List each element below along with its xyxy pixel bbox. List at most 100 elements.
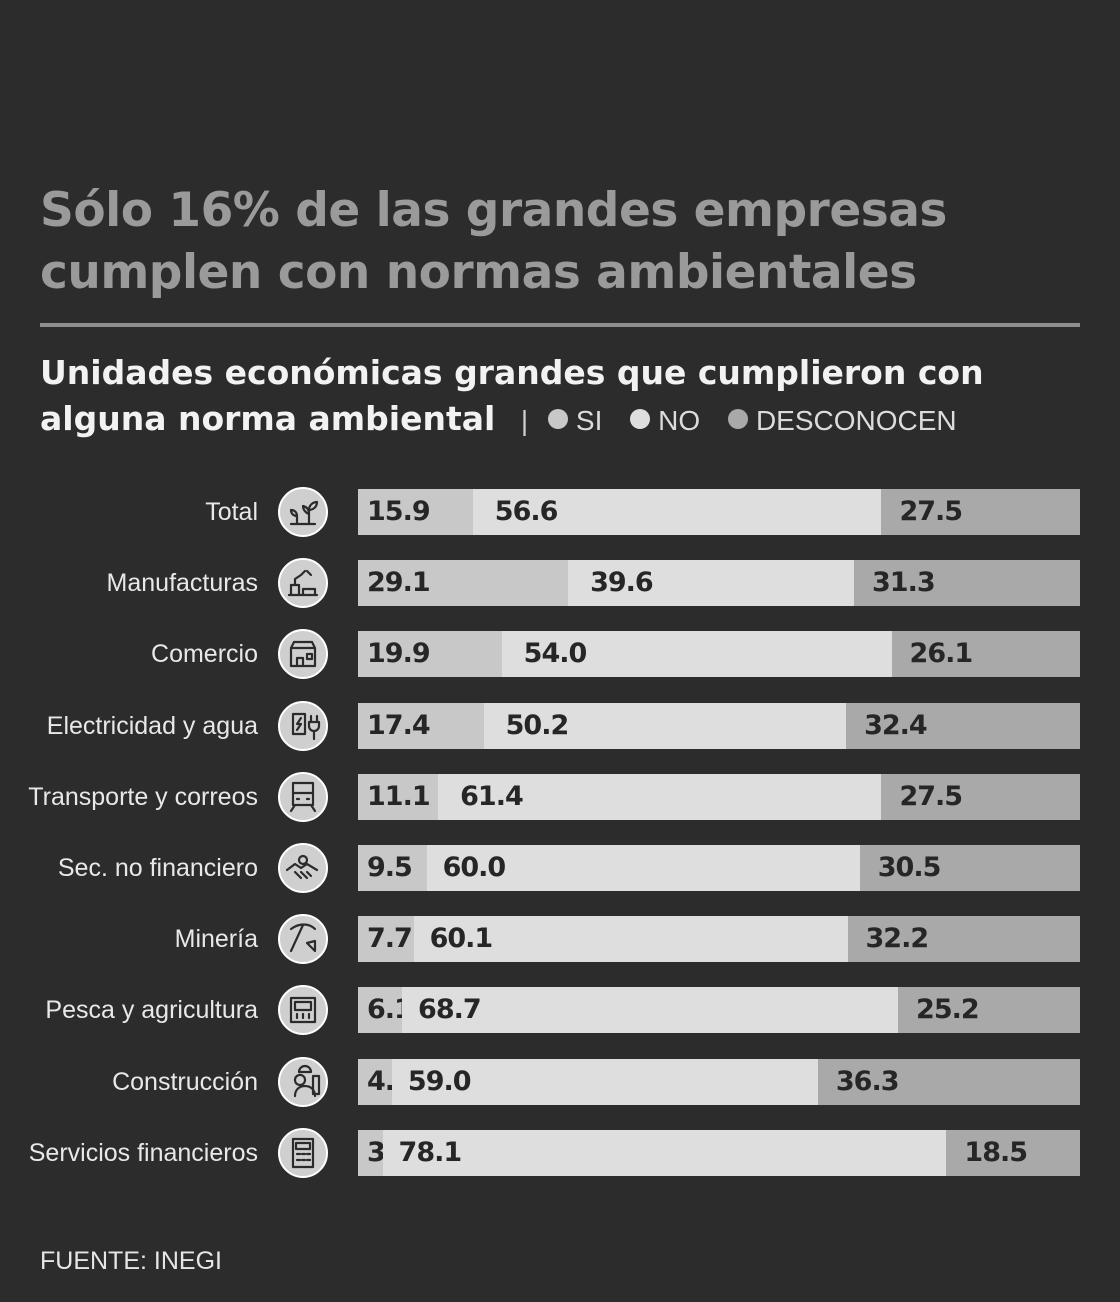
legend-dot-si: [547, 409, 568, 429]
legend-label-no: NO: [658, 405, 701, 436]
data-label-si: 7.7: [367, 923, 413, 955]
category-label: Comercio: [151, 640, 258, 669]
data-label-no: 56.6: [494, 496, 559, 527]
title-divider: [40, 323, 1080, 327]
data-label-desconocen: 32.2: [865, 923, 930, 955]
bar-segment-desconocen: 27.5: [881, 489, 1080, 535]
bar-row: Comercio 19.9 54.0 26.1: [0, 628, 1120, 680]
bar-row: Sec. no financiero 9.5 60.0 30.5: [0, 842, 1120, 894]
bar-segment-no: 50.2: [483, 702, 847, 749]
data-label-no: 59.0: [407, 1065, 472, 1097]
data-label-desconocen: 31.3: [872, 567, 936, 599]
stacked-bar: 19.9 54.0 26.1: [358, 631, 1080, 678]
bar-segment-si: 17.4: [358, 702, 484, 749]
data-label-desconocen: 27.5: [899, 780, 963, 812]
data-label-desconocen: 30.5: [877, 852, 942, 883]
legend-dot-no: [630, 409, 651, 429]
bar-segment-desconocen: 36.3: [817, 1058, 1080, 1105]
bar-segment-no: 39.6: [568, 560, 854, 607]
bar-segment-desconocen: 26.1: [891, 631, 1080, 678]
bar-segment-si: 3.4: [358, 1129, 413, 1176]
bar-row: Total 15.9 56.6 27.5: [0, 486, 1120, 538]
data-label-no: 60.0: [442, 852, 507, 883]
stacked-bar: 11.1 61.4 27.5: [358, 773, 1080, 820]
bar-segment-si: 7.7: [358, 916, 414, 963]
electric-plug-icon: [277, 700, 329, 752]
legend-label-si: SI: [575, 405, 603, 436]
finance-calculator-icon: [277, 1127, 329, 1179]
data-label-desconocen: 25.2: [916, 994, 980, 1026]
legend-label-desconocen: DESCONOCEN: [755, 405, 957, 436]
bar-segment-si: 6.1: [358, 987, 413, 1034]
bar-segment-si: 19.9: [358, 631, 502, 678]
category-label: Servicios financieros: [28, 1138, 258, 1167]
legend-item-no: NO: [630, 405, 700, 436]
stacked-bar: 4.7 59.0 36.3: [358, 1058, 1080, 1105]
bar-segment-si: 11.1: [358, 773, 439, 820]
data-label-desconocen: 36.3: [835, 1065, 900, 1097]
bar-segment-no: 60.1: [413, 916, 848, 963]
train-icon: [277, 771, 329, 823]
bar-row: Manufacturas 29.1 39.6 31.3: [0, 557, 1120, 609]
data-label-si: 29.1: [367, 567, 431, 599]
data-label-no: 50.2: [505, 709, 570, 741]
data-label-desconocen: 26.1: [909, 638, 974, 670]
subtitle-text: Unidades económicas grandes que cumplier…: [40, 353, 984, 438]
chart-title: Sólo 16% de las grandes empresas cumplen…: [40, 183, 947, 300]
data-label-no: 54.0: [523, 638, 588, 670]
bar-segment-desconocen: 32.4: [846, 702, 1080, 749]
data-label-no: 60.1: [429, 923, 494, 955]
category-label: Minería: [174, 925, 258, 954]
bar-row: Pesca y agricultura 6.1 68.7 25.2: [0, 984, 1120, 1036]
category-label: Manufacturas: [106, 569, 258, 598]
bar-segment-si: 9.5: [358, 845, 427, 891]
pickaxe-icon: [277, 913, 329, 965]
tractor-icon: [277, 984, 329, 1036]
data-label-si: 15.9: [367, 496, 431, 527]
bar-segment-si: 4.7: [358, 1058, 413, 1105]
bar-segment-desconocen: 25.2: [898, 987, 1080, 1034]
bar-segment-desconocen: 31.3: [854, 560, 1080, 607]
stacked-bar: 6.1 68.7 25.2: [358, 987, 1080, 1034]
stacked-bar: 17.4 50.2 32.4: [358, 702, 1080, 749]
data-label-desconocen: 18.5: [964, 1136, 1028, 1168]
bar-segment-desconocen: 18.5: [946, 1129, 1080, 1176]
bar-row: Minería 7.7 60.1 32.2: [0, 913, 1120, 965]
bar-row: Construcción 4.7 59.0 36.3: [0, 1056, 1120, 1108]
bar-segment-no: 60.0: [426, 845, 860, 891]
legend: | SI NO DESCONOCEN: [507, 405, 977, 436]
bar-row: Transporte y correos 11.1 61.4 27.5: [0, 771, 1120, 823]
data-label-no: 78.1: [398, 1136, 463, 1168]
category-label: Electricidad y agua: [46, 711, 258, 740]
store-icon: [277, 628, 329, 680]
plant-growth-icon: [277, 486, 329, 538]
chart-subtitle: Unidades económicas grandes que cumplier…: [40, 350, 1100, 444]
source-note: FUENTE: INEGI: [40, 1247, 222, 1275]
stacked-bar: 29.1 39.6 31.3: [358, 560, 1080, 607]
legend-item-desconocen: DESCONOCEN: [727, 405, 957, 436]
bar-segment-no: 61.4: [438, 773, 882, 820]
stacked-bar: 3.478.1 18.5: [358, 1129, 1080, 1176]
bar-row: Servicios financieros 3.478.1 18.5: [0, 1127, 1120, 1179]
bar-segment-no: 78.1: [382, 1129, 947, 1176]
factory-robot-icon: [277, 557, 329, 609]
bar-segment-no: 56.6: [472, 489, 882, 535]
handshake-icon: [277, 842, 329, 894]
data-label-si: 17.4: [367, 709, 431, 741]
bar-segment-no: 68.7: [402, 987, 899, 1034]
bar-segment-desconocen: 30.5: [859, 845, 1080, 891]
data-label-si: 9.5: [367, 852, 413, 883]
data-label-no: 68.7: [418, 994, 482, 1026]
legend-item-si: SI: [547, 405, 603, 436]
bar-segment-no: 54.0: [501, 631, 892, 678]
bar-segment-desconocen: 27.5: [881, 773, 1080, 820]
stacked-bar: 15.9 56.6 27.5: [358, 489, 1080, 535]
worker-icon: [277, 1056, 329, 1108]
data-label-si: 11.1: [367, 780, 431, 812]
category-label: Transporte y correos: [28, 782, 258, 811]
category-label: Construcción: [112, 1067, 258, 1096]
category-label: Pesca y agricultura: [45, 996, 258, 1025]
bar-segment-no: 59.0: [391, 1058, 818, 1105]
stacked-bar: 9.5 60.0 30.5: [358, 845, 1080, 891]
data-label-desconocen: 32.4: [864, 709, 928, 741]
